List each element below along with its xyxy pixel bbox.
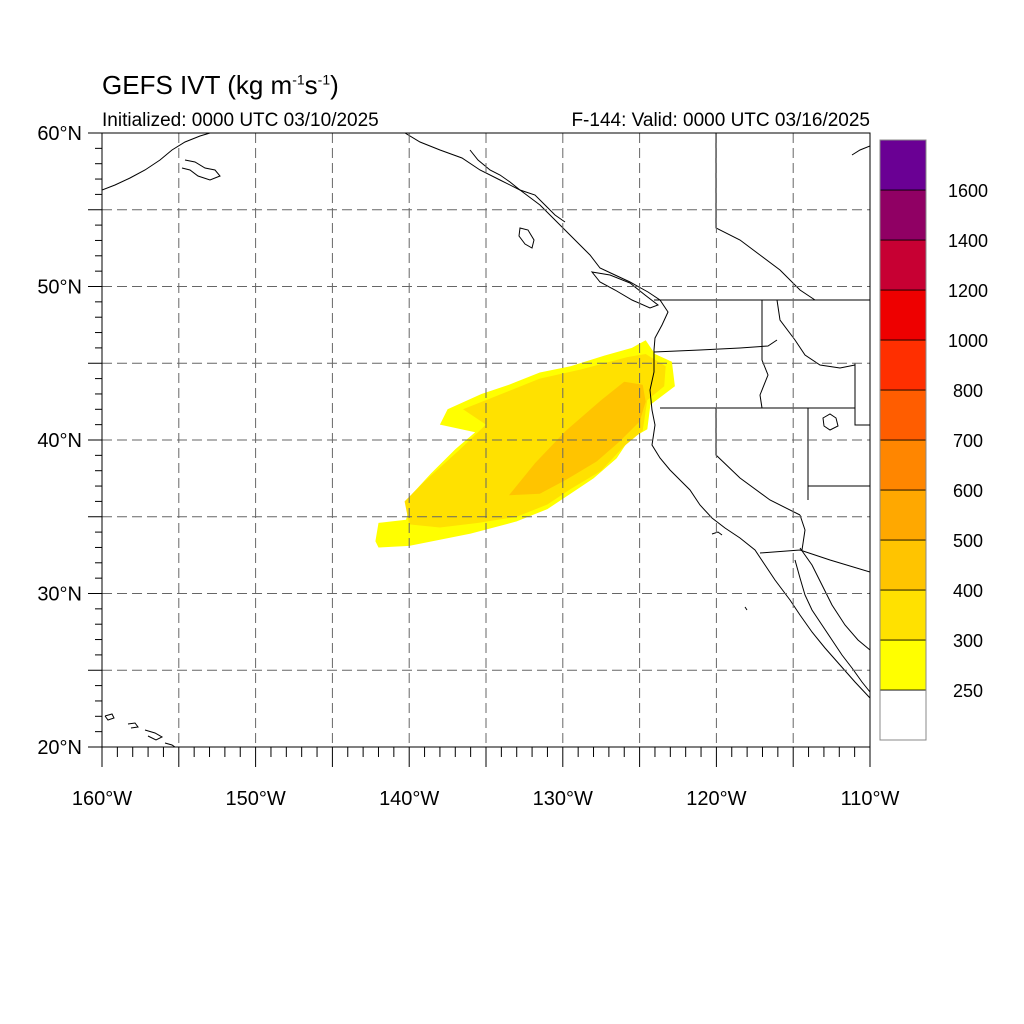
- valid-time: F-144: Valid: 0000 UTC 03/16/2025: [571, 110, 870, 131]
- border-idaho-west: [759, 300, 769, 409]
- coastline-hawaii: [104, 713, 115, 721]
- coastline-hawaii-3: [144, 729, 164, 741]
- coastline-gulf-california: [799, 547, 870, 651]
- coastline-channel-islands: [711, 531, 723, 536]
- border-idaho-east: [776, 299, 856, 369]
- political-boundaries: [653, 133, 870, 573]
- lon-label: 140°W: [379, 788, 439, 810]
- colorbar-swatch: [879, 439, 927, 491]
- lat-label: 20°N: [37, 737, 82, 759]
- colorbar: 250 300 400 500 600 700 800 1000 1200 1400 1600: [879, 139, 988, 741]
- border-bc-alberta: [715, 133, 816, 301]
- lon-label: 120°W: [686, 788, 746, 810]
- coastline-alaska-sw: [102, 133, 211, 191]
- colorbar-swatch: [879, 139, 927, 191]
- colorbar-swatch: [879, 639, 927, 691]
- ivt-contour-400: [509, 381, 646, 496]
- colorbar-label: 1200: [948, 281, 988, 301]
- colorbar-label: 700: [953, 431, 983, 451]
- lat-label: 40°N: [37, 430, 82, 452]
- coastline-hawaii-2: [127, 722, 139, 729]
- border-wyoming: [854, 363, 870, 426]
- gridlines: [102, 133, 870, 747]
- coastline-alaska-islands: [469, 149, 566, 223]
- colorbar-swatch: [879, 389, 927, 441]
- lon-label: 110°W: [841, 788, 900, 810]
- coastline-hawaii-4: [164, 742, 176, 747]
- coastline-guadalupe: [744, 606, 748, 611]
- colorbar-label: 250: [953, 681, 983, 701]
- border-nevada-california: [715, 408, 801, 516]
- coastline-kodiak: [181, 159, 221, 181]
- colorbar-label: 1600: [948, 181, 988, 201]
- lon-label: 150°W: [225, 788, 285, 810]
- lon-label: 130°W: [533, 788, 593, 810]
- colorbar-swatch: [879, 289, 927, 341]
- colorbar-label: 500: [953, 531, 983, 551]
- initialized-time: Initialized: 0000 UTC 03/10/2025: [102, 110, 379, 131]
- coastline-alaska-ne: [851, 145, 870, 156]
- colorbar-label: 300: [953, 631, 983, 651]
- border-us-mexico: [759, 549, 870, 573]
- colorbar-swatch: [879, 539, 927, 591]
- coastline-baja: [794, 559, 870, 693]
- lat-label: 50°N: [37, 277, 82, 299]
- colorbar-swatch: [879, 239, 927, 291]
- coastline-northwest: [404, 133, 870, 699]
- colorbar-frame: [879, 139, 927, 741]
- coastline-haida-gwaii: [518, 227, 535, 249]
- coastline-vancouver-island: [590, 271, 660, 309]
- border-washington-oregon: [653, 339, 778, 353]
- colorbar-label: 1000: [948, 331, 988, 351]
- colorbar-label: 400: [953, 581, 983, 601]
- colorbar-swatch: [879, 589, 927, 641]
- chart-title: GEFS IVT (kg m-1s-1): [102, 70, 339, 100]
- border-colorado-river: [799, 514, 806, 551]
- colorbar-swatch: [879, 489, 927, 541]
- coastlines: [102, 133, 870, 747]
- lon-label: 160°W: [72, 788, 132, 810]
- ivt-plume: [375, 340, 675, 548]
- colorbar-swatch: [879, 689, 927, 741]
- ivt-contour-300: [404, 354, 666, 528]
- colorbar-label: 1400: [948, 231, 988, 251]
- lake-great-salt: [822, 413, 839, 431]
- lat-label: 60°N: [37, 123, 82, 145]
- lat-label: 30°N: [37, 584, 82, 606]
- colorbar-swatch: [879, 189, 927, 241]
- colorbar-label: 600: [953, 481, 983, 501]
- map-axes: 20°N 30°N 40°N 50°N 60°N 160°W 150°W 140°W 130°W…: [37, 123, 899, 810]
- colorbar-label: 800: [953, 381, 983, 401]
- colorbar-swatch: [879, 339, 927, 391]
